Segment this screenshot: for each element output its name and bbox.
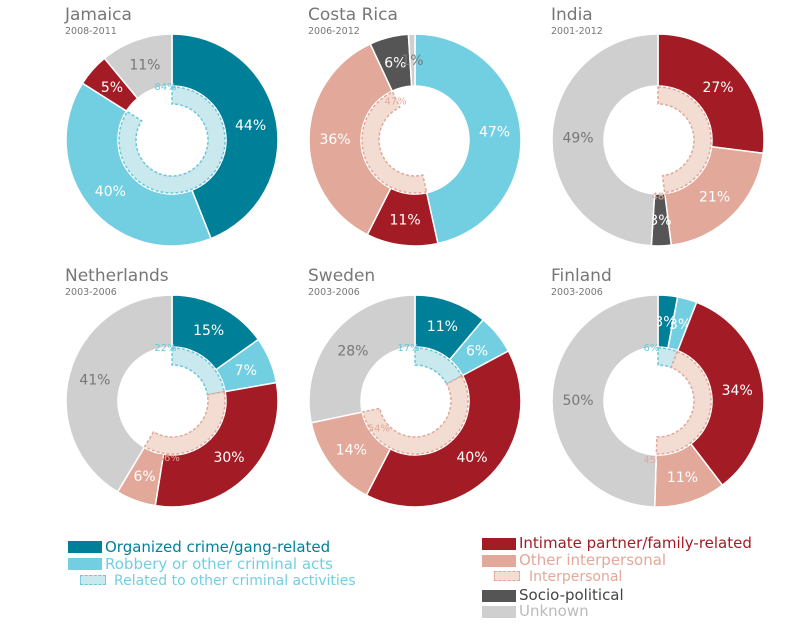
slice-intimate bbox=[154, 381, 279, 508]
legend-label-unknown: Unknown bbox=[519, 602, 589, 620]
slice-label-unknown: 41% bbox=[79, 373, 110, 389]
chart-subtitle: 2003-2006 bbox=[65, 287, 117, 298]
slice-label-other_interpersonal: 6% bbox=[134, 469, 156, 485]
slice-unknown bbox=[308, 294, 416, 424]
slice-label-socio: 3% bbox=[649, 213, 671, 229]
slice-unknown bbox=[551, 33, 659, 247]
legend-swatch-related bbox=[80, 575, 106, 585]
legend-swatch-other-interpersonal bbox=[482, 555, 516, 567]
legend-swatch-organized bbox=[68, 541, 102, 553]
chart-title: Finland bbox=[551, 266, 612, 286]
slice-label-socio: 6% bbox=[384, 55, 406, 71]
chart-title: Netherlands bbox=[65, 266, 169, 286]
slice-label-intimate: 5% bbox=[101, 80, 123, 96]
legend-label-organized: Organized crime/gang-related bbox=[105, 538, 331, 556]
slice-label-intimate: 40% bbox=[456, 450, 487, 466]
inner-ring-interpersonal bbox=[657, 86, 712, 194]
inner-label-interpersonal: 48% bbox=[652, 192, 674, 203]
slice-label-unknown: 28% bbox=[337, 344, 368, 360]
legend-swatch-unknown bbox=[482, 606, 516, 618]
inner-label-related: 17% bbox=[397, 343, 419, 354]
slice-label-organized: 15% bbox=[193, 323, 224, 339]
slice-label-intimate: 11% bbox=[390, 212, 421, 228]
inner-ring-interpersonal bbox=[143, 390, 226, 455]
chart-subtitle: 2003-2006 bbox=[308, 287, 360, 298]
slice-label-intimate: 34% bbox=[722, 383, 753, 399]
legend-swatch-robbery bbox=[68, 558, 102, 570]
chart-subtitle: 2006-2012 bbox=[308, 26, 360, 37]
slice-label-intimate: 27% bbox=[702, 80, 733, 96]
slice-label-organized: 44% bbox=[235, 118, 266, 134]
legend-swatch-interpersonal bbox=[494, 571, 520, 581]
slice-organized bbox=[171, 33, 279, 240]
legend-label-socio: Socio-political bbox=[519, 586, 624, 604]
legend-label-intimate: Intimate partner/family-related bbox=[519, 534, 752, 552]
inner-ring-related bbox=[171, 347, 226, 396]
slice-robbery bbox=[414, 33, 522, 245]
slice-intimate bbox=[365, 349, 522, 508]
slice-label-unknown: 11% bbox=[129, 58, 160, 74]
slice-label-intimate: 30% bbox=[213, 450, 244, 466]
legend-label-related: Related to other criminal activities bbox=[114, 573, 356, 589]
slice-label-robbery: 40% bbox=[95, 184, 126, 200]
slice-unknown bbox=[551, 294, 659, 508]
slice-label-robbery: 6% bbox=[466, 344, 488, 360]
chart-title: Jamaica bbox=[64, 5, 132, 25]
chart-subtitle: 2008-2011 bbox=[65, 26, 117, 37]
slice-label-robbery: 47% bbox=[479, 124, 510, 140]
slice-label-robbery: 7% bbox=[235, 363, 257, 379]
chart-title: Costa Rica bbox=[308, 5, 398, 25]
slice-label-other_interpersonal: 14% bbox=[336, 442, 367, 458]
chart-title: India bbox=[551, 5, 593, 25]
slice-label-other_interpersonal: 11% bbox=[667, 470, 698, 486]
inner-label-related: 22% bbox=[154, 343, 176, 354]
slice-label-other_interpersonal: 21% bbox=[699, 190, 730, 206]
inner-label-related: 6% bbox=[644, 343, 660, 354]
slice-intimate bbox=[676, 301, 765, 487]
slice-label-unknown: 1% bbox=[401, 53, 423, 69]
inner-label-interpersonal: 45% bbox=[643, 455, 665, 466]
inner-ring-related bbox=[118, 86, 226, 194]
slice-other_interpersonal bbox=[308, 42, 394, 236]
slice-other_interpersonal bbox=[663, 145, 765, 247]
legend-swatch-socio bbox=[482, 590, 516, 602]
slice-label-unknown: 50% bbox=[562, 393, 593, 409]
slice-unknown bbox=[65, 294, 173, 493]
inner-label-interpersonal: 54% bbox=[368, 424, 390, 435]
inner-ring-interpersonal bbox=[362, 374, 469, 455]
slice-intimate bbox=[657, 33, 765, 155]
legend-label-robbery: Robbery or other criminal acts bbox=[105, 555, 333, 573]
legend-label-other-interpersonal: Other interpersonal bbox=[519, 551, 667, 569]
slice-label-unknown: 49% bbox=[562, 130, 593, 146]
chart-title: Sweden bbox=[308, 266, 375, 286]
slice-unknown bbox=[407, 33, 416, 87]
slice-label-organized: 3% bbox=[654, 314, 676, 330]
chart-subtitle: 2003-2006 bbox=[551, 287, 603, 298]
inner-label-related: 84% bbox=[154, 82, 176, 93]
inner-label-interpersonal: 36% bbox=[158, 453, 180, 464]
slice-label-other_interpersonal: 36% bbox=[319, 132, 350, 148]
legend-label-interpersonal: Interpersonal bbox=[529, 569, 623, 585]
legend-swatch-intimate bbox=[482, 538, 516, 550]
slice-robbery bbox=[65, 82, 212, 247]
slice-unknown bbox=[103, 33, 173, 100]
chart-subtitle: 2001-2012 bbox=[551, 26, 603, 37]
inner-ring-interpersonal bbox=[655, 350, 712, 455]
inner-ring-interpersonal bbox=[361, 90, 428, 194]
slice-label-organized: 11% bbox=[427, 319, 458, 335]
inner-label-interpersonal: 47% bbox=[384, 96, 406, 107]
